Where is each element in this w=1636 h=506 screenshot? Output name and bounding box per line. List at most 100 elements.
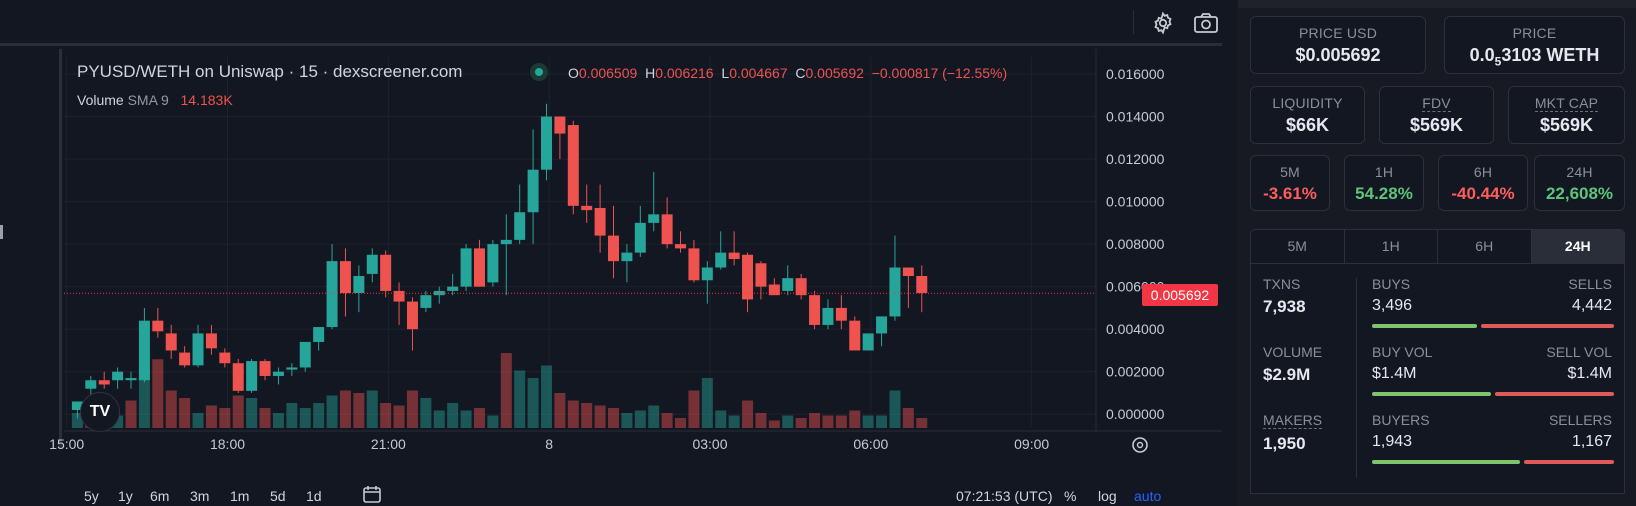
low-label: L bbox=[721, 65, 730, 81]
x-tick-label: 09:00 bbox=[1014, 436, 1049, 452]
mktcap-card: MKT CAP $569K bbox=[1508, 86, 1625, 144]
volume-bar bbox=[822, 415, 834, 428]
volume-bar bbox=[782, 415, 794, 428]
change-24h-label: 24H bbox=[1566, 164, 1593, 180]
sellers-label: SELLERS bbox=[1548, 412, 1612, 428]
candle-body bbox=[581, 205, 593, 211]
tab-1h[interactable]: 1H bbox=[1345, 230, 1438, 263]
volume-bar bbox=[594, 405, 606, 428]
volume-bar bbox=[393, 405, 405, 428]
volume-bar bbox=[313, 403, 325, 428]
candle-body bbox=[98, 380, 110, 385]
price-native-label: PRICE bbox=[1512, 25, 1557, 41]
range-5y[interactable]: 5y bbox=[84, 488, 99, 504]
price-native-card: PRICE 0.053103 WETH bbox=[1444, 16, 1625, 74]
chart-panel: 0.016000 0.014000 0.012000 0.010000 0.008000… bbox=[0, 0, 1222, 506]
volume-bar bbox=[701, 378, 713, 428]
volume-bar bbox=[420, 398, 432, 428]
chart-bottom-bar: 5y 1y 6m 3m 1m 5d 1d 07:21:53 (UTC) % lo… bbox=[62, 486, 1222, 506]
toolbar-divider bbox=[1133, 10, 1134, 34]
price-rest: 3103 WETH bbox=[1501, 45, 1600, 65]
utc-clock[interactable]: 07:21:53 (UTC) bbox=[956, 488, 1053, 504]
volume-bar bbox=[889, 390, 901, 428]
volume-bar bbox=[406, 390, 418, 428]
candle-body bbox=[313, 327, 325, 342]
change-card-24h[interactable]: 24H 22,608% bbox=[1534, 155, 1625, 211]
pair-stats-sidebar: PRICE USD $0.005692 PRICE 0.053103 WETH … bbox=[1238, 0, 1636, 506]
candle-body bbox=[889, 267, 901, 317]
buys-value: 3,496 bbox=[1372, 297, 1413, 314]
candle-body bbox=[514, 212, 526, 240]
buys-label: BUYS bbox=[1372, 276, 1411, 292]
tab-24h[interactable]: 24H bbox=[1531, 230, 1624, 263]
log-toggle[interactable]: log bbox=[1098, 488, 1117, 504]
candle-body bbox=[366, 254, 378, 274]
candle-body bbox=[835, 307, 847, 321]
fdv-label[interactable]: FDV bbox=[1380, 95, 1493, 112]
candle-body bbox=[782, 278, 794, 291]
candle-body bbox=[380, 254, 392, 291]
volume-bar bbox=[514, 370, 526, 428]
live-status-icon bbox=[530, 63, 548, 81]
volume-bar bbox=[460, 410, 472, 428]
candle-body bbox=[272, 371, 284, 376]
volume-bar bbox=[809, 413, 821, 428]
range-1m[interactable]: 1m bbox=[230, 488, 250, 504]
mktcap-label[interactable]: MKT CAP bbox=[1509, 95, 1624, 112]
volume-bar bbox=[795, 418, 807, 428]
volume-bar bbox=[634, 410, 646, 428]
volume-bar bbox=[742, 400, 754, 428]
low-value: 0.004667 bbox=[729, 65, 788, 81]
buy-vol-label: BUY VOL bbox=[1372, 344, 1433, 360]
volume-bar bbox=[380, 403, 392, 428]
tradingview-logo-icon[interactable]: TV bbox=[80, 392, 120, 432]
candle-body bbox=[112, 371, 124, 381]
volume-bar bbox=[272, 413, 284, 428]
tab-5m[interactable]: 5M bbox=[1251, 230, 1345, 263]
range-5d[interactable]: 5d bbox=[270, 488, 286, 504]
change-card-1h[interactable]: 1H 54.28% bbox=[1344, 155, 1424, 211]
candle-body bbox=[125, 378, 137, 381]
candle-body bbox=[715, 252, 727, 268]
high-value: 0.006216 bbox=[655, 65, 714, 81]
chart-toolbar bbox=[0, 0, 1222, 46]
candle-body bbox=[567, 125, 579, 206]
price-zero-count: 5 bbox=[1494, 54, 1502, 69]
volume-bar bbox=[205, 405, 217, 428]
candle-body bbox=[768, 284, 780, 296]
x-tick-label: 06:00 bbox=[853, 436, 888, 452]
auto-toggle[interactable]: auto bbox=[1134, 488, 1162, 504]
candle-body bbox=[165, 333, 177, 351]
tab-6h[interactable]: 6H bbox=[1438, 230, 1532, 263]
range-6m[interactable]: 6m bbox=[150, 488, 170, 504]
volume-bar bbox=[608, 408, 620, 428]
volume-bar bbox=[299, 408, 311, 428]
volume-bar bbox=[366, 390, 378, 428]
gear-icon[interactable] bbox=[1148, 8, 1178, 38]
candle-body bbox=[205, 333, 217, 349]
range-3m[interactable]: 3m bbox=[190, 488, 210, 504]
volume-bar bbox=[447, 403, 459, 428]
liquidity-value: $66K bbox=[1285, 115, 1330, 135]
makers-label[interactable]: MAKERS bbox=[1263, 412, 1323, 429]
change-5m-label: 5M bbox=[1280, 164, 1300, 180]
candle-body bbox=[420, 295, 432, 308]
volume-bar bbox=[688, 390, 700, 428]
change-card-5m[interactable]: 5M -3.61% bbox=[1250, 155, 1330, 211]
sidebar-top-border bbox=[1238, 0, 1636, 8]
camera-icon[interactable] bbox=[1191, 8, 1221, 38]
percent-toggle[interactable]: % bbox=[1064, 488, 1077, 504]
range-1d[interactable]: 1d bbox=[306, 488, 322, 504]
calendar-icon[interactable] bbox=[362, 484, 382, 506]
change-1h-label: 1H bbox=[1374, 164, 1394, 180]
makers-value: 1,950 bbox=[1263, 434, 1306, 453]
strip-handle[interactable] bbox=[0, 225, 3, 239]
candle-body bbox=[634, 222, 646, 253]
price-chart[interactable]: 0.016000 0.014000 0.012000 0.010000 0.008000… bbox=[0, 49, 1222, 489]
change-card-6h[interactable]: 6H -40.44% bbox=[1438, 155, 1528, 211]
liquidity-label: LIQUIDITY bbox=[1272, 95, 1343, 111]
volume-bar bbox=[862, 415, 874, 428]
range-1y[interactable]: 1y bbox=[118, 488, 133, 504]
volume-bar bbox=[849, 410, 861, 428]
